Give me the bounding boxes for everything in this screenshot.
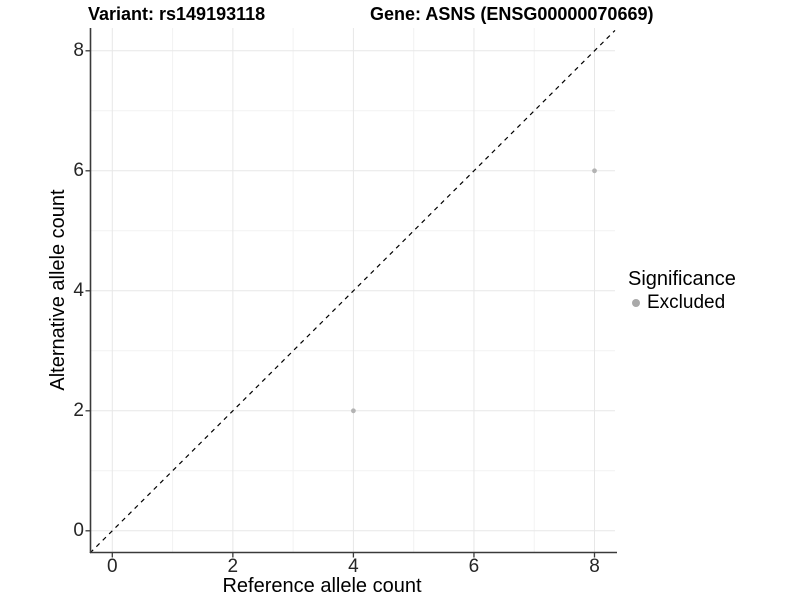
legend-entry-label: Excluded bbox=[647, 292, 726, 313]
y-axis-title: Alternative allele count bbox=[47, 189, 69, 391]
plot-title-variant: Variant: rs149193118 bbox=[88, 4, 266, 24]
x-axis-title: Reference allele count bbox=[222, 575, 422, 597]
excluded-point-icon bbox=[632, 299, 640, 307]
legend: Significance Excluded bbox=[628, 267, 736, 314]
legend-key bbox=[628, 295, 644, 311]
plot-panel bbox=[85, 28, 617, 558]
y-tick-label: 8 bbox=[73, 39, 84, 61]
legend-entry-excluded: Excluded bbox=[628, 292, 736, 314]
data-point bbox=[351, 408, 356, 414]
x-tick-label: 4 bbox=[348, 556, 359, 577]
x-tick-label: 0 bbox=[107, 556, 118, 577]
x-tick-label: 2 bbox=[227, 556, 239, 577]
x-tick-label: 6 bbox=[468, 556, 480, 577]
y-tick-label: 0 bbox=[73, 519, 84, 541]
legend-title: Significance bbox=[628, 268, 736, 290]
y-tick-label: 4 bbox=[73, 279, 84, 301]
plot-title-gene: Gene: ASNS (ENSG00000070669) bbox=[370, 4, 654, 24]
identity-line bbox=[89, 29, 616, 554]
y-tick-label: 2 bbox=[73, 399, 84, 421]
data-point bbox=[592, 168, 597, 174]
x-tick-label: 8 bbox=[589, 556, 600, 577]
y-tick-label: 6 bbox=[73, 159, 84, 181]
